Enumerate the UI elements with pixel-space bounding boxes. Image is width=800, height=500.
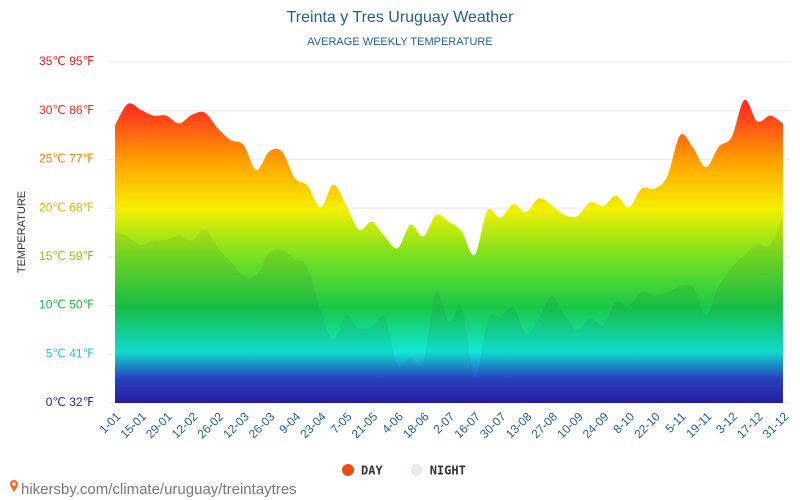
y-tick-label: 15℃ 59℉ [39,249,94,263]
x-tick-label: 18-06 [400,409,432,441]
x-tick-label: 16-07 [451,409,483,441]
x-tick-label: 12-03 [220,409,252,441]
chart-title: Treinta y Tres Uruguay Weather [287,9,514,26]
y-tick-label: 20℃ 68℉ [39,200,94,214]
y-tick-label: 25℃ 77℉ [39,152,94,166]
x-tick-label: 19-11 [683,409,714,440]
x-tick-label: 12-02 [169,409,201,441]
legend-marker [342,464,354,476]
night-area [115,214,783,403]
y-tick-label: 35℃ 95℉ [39,54,94,68]
night-shade [115,214,783,403]
x-tick-label: 15-01 [117,409,149,441]
x-tick-label: 22-10 [631,409,663,441]
x-tick-label: 26-02 [195,409,227,441]
source-text: hikersby.com/climate/uruguay/treintaytre… [21,481,297,498]
x-tick-label: 27-08 [529,409,561,441]
x-tick-label: 24-09 [580,409,612,441]
y-tick-label: 30℃ 86℉ [39,103,94,117]
chart-subtitle: AVERAGE WEEKLY TEMPERATURE [307,36,492,48]
y-axis-label: TEMPERATURE [16,191,28,273]
x-tick-label: 17-12 [734,409,766,441]
pin-icon [10,480,18,493]
legend-marker [410,464,423,476]
y-tick-label: 10℃ 50℉ [39,298,94,312]
legend-label: NIGHT [430,464,466,478]
x-tick-label: 21-05 [349,409,381,441]
pin-hole [12,482,16,486]
legend: DAY NIGHT [342,464,466,478]
x-tick-label: 29-01 [143,409,175,441]
x-tick-label: 23-04 [297,409,329,441]
y-tick-label: 5℃ 41℉ [46,346,94,360]
x-tick-label: 26-03 [246,409,278,441]
x-tick-label: 30-07 [477,409,509,441]
y-tick-label: 0℃ 32℉ [46,395,94,409]
x-tick-label: 13-08 [503,409,535,441]
plot [115,99,783,403]
source: hikersby.com/climate/uruguay/treintaytre… [10,480,297,498]
x-tick-label: 31-12 [760,409,792,441]
x-tick-label: 10-09 [554,409,586,441]
legend-label: DAY [361,464,383,478]
